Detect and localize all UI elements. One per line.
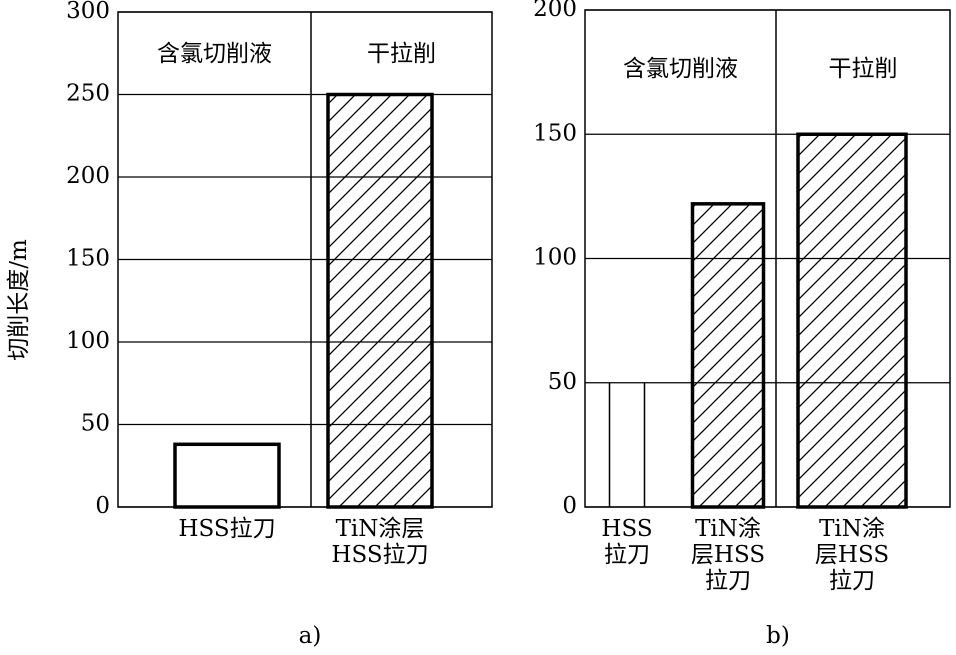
chart-caption: a) <box>299 623 322 649</box>
y-tick-label: 100 <box>533 245 577 271</box>
y-tick-label: 150 <box>66 246 110 272</box>
y-tick-label: 0 <box>95 493 110 519</box>
y-tick-label: 150 <box>533 120 577 146</box>
y-tick-label: 0 <box>562 493 577 519</box>
y-tick-label: 200 <box>66 163 110 189</box>
region-label: 含氯切削液 <box>623 56 738 82</box>
chart-caption: b) <box>766 623 790 649</box>
y-tick-label: 200 <box>533 0 577 22</box>
bar <box>690 202 766 509</box>
region-label: 干拉削 <box>367 41 436 67</box>
y-tick-label: 50 <box>81 411 110 437</box>
y-tick-label: 300 <box>66 0 110 24</box>
y-tick-label: 100 <box>66 328 110 354</box>
y-tick-label: 250 <box>66 81 110 107</box>
bar <box>326 92 434 509</box>
x-tick-label: HSS拉刀 <box>178 516 275 542</box>
bar <box>608 382 646 507</box>
y-tick-label: 50 <box>548 369 577 395</box>
region-label: 含氯切削液 <box>157 41 272 67</box>
bar <box>796 132 908 509</box>
region-label: 干拉削 <box>829 56 898 82</box>
y-axis-label: 切削长度/m <box>6 239 32 361</box>
bar <box>173 442 281 509</box>
